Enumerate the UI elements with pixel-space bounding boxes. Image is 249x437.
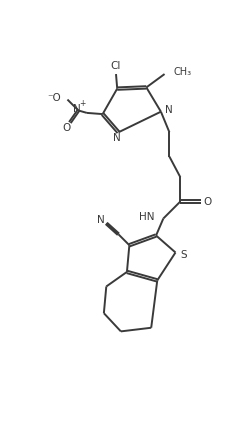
Text: Cl: Cl [111,61,121,71]
Text: O: O [63,123,71,133]
Text: O: O [204,197,212,207]
Text: +: + [79,99,86,108]
Text: N: N [73,104,81,114]
Text: S: S [180,250,187,260]
Text: N: N [113,133,121,143]
Text: HN: HN [139,212,154,222]
Text: N: N [165,105,172,115]
Text: CH₃: CH₃ [174,67,192,77]
Text: N: N [97,215,105,225]
Text: ⁻O: ⁻O [47,93,61,103]
